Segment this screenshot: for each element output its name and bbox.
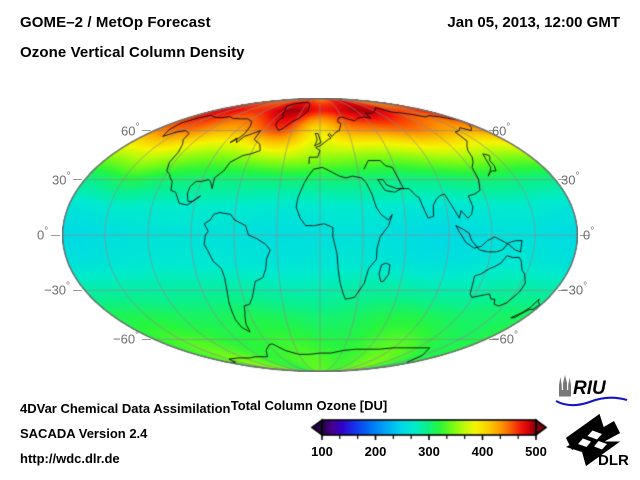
latitude-tick-0 xyxy=(51,234,60,236)
credit-line-assimilation: 4DVar Chemical Data Assimilation xyxy=(20,401,231,416)
latitude-label-l--60: −60° xyxy=(113,330,140,347)
mollweide-ozone-field xyxy=(62,98,578,372)
latitude-tick-60 xyxy=(488,130,498,132)
latitude-label-r-60: 60° xyxy=(491,121,511,138)
colorbar-tick-500: 500 xyxy=(525,444,547,459)
latitude-tick--30 xyxy=(558,289,567,291)
riu-wordmark: RIU xyxy=(573,378,607,399)
credit-line-version: SACADA Version 2.4 xyxy=(20,426,148,441)
latitude-tick--60 xyxy=(142,338,152,340)
dlr-wordmark: DLR xyxy=(598,452,629,468)
colorbar-tick-300: 300 xyxy=(418,444,440,459)
latitude-label-l-30: 30° xyxy=(51,170,71,187)
instrument-title: GOME–2 / MetOp Forecast xyxy=(20,14,211,31)
colorbar-tick-200: 200 xyxy=(364,444,387,459)
colorbar-gradient xyxy=(306,416,552,442)
colorbar-tick-labels: 100 200 300 400 500 xyxy=(306,444,552,464)
colorbar-tick-400: 400 xyxy=(471,444,494,459)
latitude-tick-30 xyxy=(558,179,567,181)
latitude-label-l--30: −30° xyxy=(43,281,71,298)
colorbar-tick-100: 100 xyxy=(311,444,333,459)
dlr-logo: DLR xyxy=(566,414,629,468)
forecast-datetime: Jan 05, 2013, 12:00 GMT xyxy=(447,14,620,31)
latitude-label-r-30: 30° xyxy=(561,170,580,187)
latitude-label-l-60: 60° xyxy=(121,121,140,138)
credit-line-url: http://wdc.dlr.de xyxy=(20,451,120,466)
latitude-tick-30 xyxy=(72,179,82,181)
product-title: Ozone Vertical Column Density xyxy=(20,44,245,61)
latitude-tick--60 xyxy=(488,338,498,340)
riu-wave-icon xyxy=(555,396,628,407)
latitude-label-l-0: 0° xyxy=(37,226,49,243)
latitude-label-r--60: −60° xyxy=(491,330,519,347)
latitude-label-r-0: 0° xyxy=(583,226,595,243)
riu-cathedral-towers-icon xyxy=(559,375,571,397)
latitude-tick-60 xyxy=(142,130,152,132)
colorbar xyxy=(306,416,552,442)
latitude-tick-0 xyxy=(580,234,589,236)
latitude-label-r--30: −30° xyxy=(561,281,588,298)
dlr-pinwheel-outline xyxy=(566,414,620,466)
latitude-tick--30 xyxy=(72,289,82,291)
riu-logo: RIU xyxy=(555,375,628,407)
